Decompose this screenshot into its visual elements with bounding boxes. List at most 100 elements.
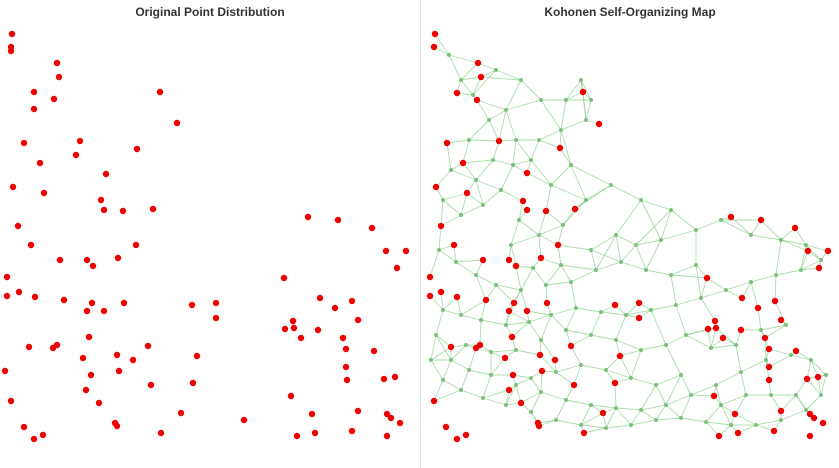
data-point (87, 371, 95, 379)
som-neuron (479, 318, 483, 322)
som-edge (538, 224, 564, 236)
som-edge (511, 321, 530, 338)
som-edge (515, 377, 532, 386)
som-edge (446, 139, 470, 144)
som-edge (737, 424, 757, 434)
som-neuron (441, 308, 445, 312)
som-data-point (819, 419, 827, 427)
data-point (293, 432, 301, 440)
som-neuron (819, 258, 823, 262)
som-data-point (426, 292, 434, 300)
som-edge (806, 359, 812, 380)
som-edge (475, 274, 497, 286)
som-edge (619, 355, 632, 379)
som-neuron (579, 78, 583, 82)
som-edge (539, 354, 557, 373)
som-edges (429, 33, 829, 437)
som-neuron (684, 333, 688, 337)
som-edge (580, 404, 592, 426)
som-panel: Kohonen Self-Organizing Map (421, 0, 839, 468)
som-edge (500, 189, 524, 202)
som-neuron (537, 233, 541, 237)
som-edge (475, 159, 494, 181)
som-edge (619, 349, 642, 357)
data-point (100, 307, 108, 315)
som-data-point (432, 183, 440, 191)
som-neuron (784, 323, 788, 327)
som-edge (800, 259, 822, 271)
som-neuron (429, 358, 433, 362)
som-data-point (453, 435, 461, 443)
som-neuron (679, 373, 683, 377)
som-edge (670, 264, 697, 276)
som-edge (700, 277, 708, 299)
data-point (354, 407, 362, 415)
som-edge (590, 249, 597, 271)
som-edge (805, 244, 829, 252)
som-edge (512, 139, 517, 166)
som-edge (468, 347, 477, 371)
som-edge (768, 354, 792, 368)
som-edge (650, 309, 667, 346)
som-edge (645, 239, 662, 271)
som-data-point (505, 256, 513, 264)
som-edge (460, 192, 468, 216)
som-data-point (495, 137, 503, 145)
som-neuron (504, 108, 508, 112)
som-neuron (589, 248, 593, 252)
data-point (55, 73, 63, 81)
som-neuron (589, 98, 593, 102)
data-point (156, 88, 164, 96)
som-neuron (729, 423, 733, 427)
som-edge (655, 404, 667, 421)
som-neuron (504, 323, 508, 327)
som-neuron (527, 320, 531, 324)
som-data-point (450, 241, 458, 249)
som-edge (635, 244, 647, 271)
som-edge (700, 289, 727, 299)
som-edge (790, 354, 812, 361)
som-edge (450, 359, 470, 371)
som-edge (550, 314, 567, 331)
som-neuron (529, 376, 533, 380)
som-edge (430, 334, 437, 361)
som-data-point (765, 345, 773, 353)
som-data-point (476, 341, 484, 349)
som-neuron (719, 218, 723, 222)
som-edge (750, 281, 759, 309)
som-edge (575, 307, 602, 313)
data-point (402, 247, 410, 255)
som-edge (580, 412, 604, 426)
som-neuron (447, 53, 451, 57)
som-edge (448, 54, 479, 64)
som-neuron (489, 350, 493, 354)
som-edge (707, 328, 712, 349)
som-neuron (674, 303, 678, 307)
som-edge (680, 417, 707, 423)
som-edge (774, 300, 787, 326)
som-edge (635, 209, 672, 246)
som-data-point (757, 216, 765, 224)
som-data-point (459, 159, 467, 167)
som-edge (595, 234, 617, 271)
som-edge (585, 99, 592, 121)
som-edge (735, 344, 742, 373)
som-neuron (704, 420, 708, 424)
som-edge (565, 329, 592, 336)
som-neuron (491, 158, 495, 162)
som-data-point (538, 367, 546, 375)
som-edge (695, 264, 702, 299)
som-edge (680, 374, 692, 396)
data-point (387, 414, 395, 422)
som-edge (526, 172, 552, 186)
som-neuron (467, 368, 471, 372)
som-edge (710, 327, 717, 349)
data-point (76, 137, 84, 145)
data-point (287, 392, 295, 400)
som-data-point (570, 381, 578, 389)
som-neuron (559, 263, 563, 267)
som-neuron (764, 358, 768, 362)
som-edge (560, 264, 597, 271)
data-point (342, 345, 350, 353)
som-data-point (542, 207, 550, 215)
